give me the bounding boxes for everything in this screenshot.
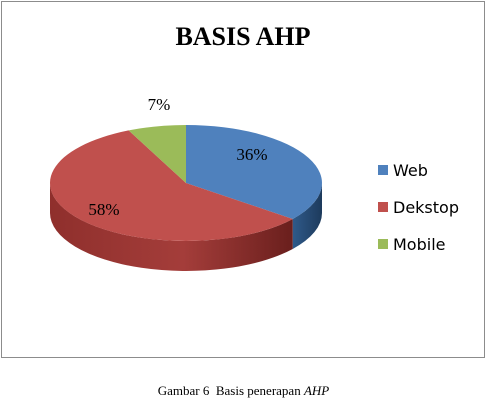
- legend-label: Mobile: [393, 235, 445, 254]
- data-label-mobile: 7%: [148, 95, 171, 114]
- data-label-dekstop: 58%: [88, 200, 119, 219]
- caption-text: Gambar 6 Basis penerapan: [157, 383, 304, 398]
- pie-slice-dekstop-side: [50, 183, 293, 271]
- figure-caption: Gambar 6 Basis penerapan AHP: [0, 383, 487, 399]
- data-label-web: 36%: [236, 145, 267, 164]
- legend-label: Dekstop: [393, 198, 459, 217]
- pie-chart: BASIS AHP 36% 58% 7% Web Dekstop Mobile: [49, 22, 459, 271]
- caption-emphasis: AHP: [303, 383, 330, 398]
- legend-item-mobile: Mobile: [378, 235, 445, 254]
- legend-swatch: [378, 239, 388, 249]
- legend-item-dekstop: Dekstop: [378, 198, 459, 217]
- chart-title: BASIS AHP: [175, 22, 310, 51]
- legend-swatch: [378, 202, 388, 212]
- legend-swatch: [378, 165, 388, 175]
- data-labels: 36% 58% 7%: [88, 95, 267, 219]
- pie-slice-dekstop: [49, 130, 293, 241]
- legend: Web Dekstop Mobile: [378, 161, 459, 254]
- pie-slice-mobile: [128, 125, 186, 183]
- pie-slice-web-side: [292, 183, 322, 249]
- pie-slice-web: [186, 125, 322, 219]
- legend-label: Web: [393, 161, 428, 180]
- legend-item-web: Web: [378, 161, 428, 180]
- pie-slices: [49, 125, 322, 271]
